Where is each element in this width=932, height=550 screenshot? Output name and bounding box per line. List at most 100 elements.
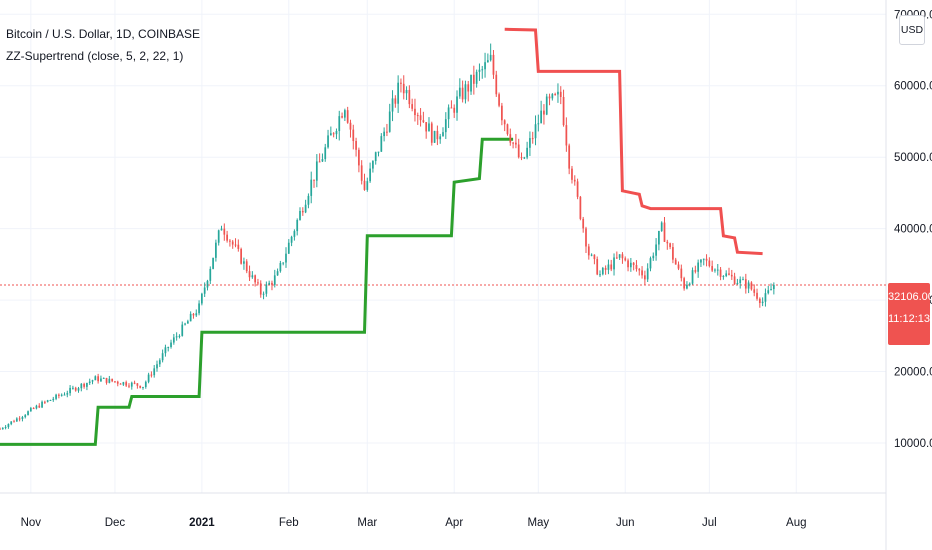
candle-up [212,257,214,269]
candle-down [355,141,357,150]
candle-up [310,179,313,196]
candle-up [725,273,728,276]
candle-up [195,313,198,316]
candle-down [363,180,366,190]
time-tick-label: Dec [105,517,126,529]
candle-down [733,276,736,285]
candle-up [767,290,770,294]
candle-down [234,244,237,246]
last-price-value: 32106.00 [888,291,932,303]
candle-down [32,408,35,410]
candle-up [537,123,540,125]
candle-up [338,116,341,132]
candle-up [764,293,767,302]
candle-down [271,282,273,285]
candle-up [27,411,29,416]
candle-down [565,125,568,146]
candle-up [35,405,38,409]
candle-up [366,181,369,190]
candle-up [279,263,282,272]
candle-up [29,408,32,412]
candle-up [167,346,170,348]
candle-up [613,257,615,270]
candle-down [554,94,557,96]
candle-down [512,142,514,144]
candle-up [21,417,24,419]
candle-up [156,364,158,369]
candle-up [739,279,742,283]
candle-down [498,94,500,106]
candle-up [439,136,442,140]
candle-up [209,268,212,281]
candle-down [125,382,128,386]
symbol-title[interactable]: Bitcoin / U.S. Dollar, 1D, COINBASE [6,27,201,41]
candle-down [119,383,122,385]
candle-down [756,292,758,299]
candle-down [450,107,453,109]
candle-up [315,161,318,181]
candle-up [161,353,164,361]
candle-down [136,383,139,386]
candle-up [686,284,688,289]
candle-up [534,124,537,139]
candle-up [551,94,554,99]
candle-down [559,91,562,97]
candle-down [663,222,666,242]
indicator-title[interactable]: ZZ-Supertrend (close, 5, 2, 22, 1) [6,49,184,63]
candle-up [276,271,279,276]
supertrend-down-line [504,27,763,256]
candle-down [610,264,613,270]
candle-up [321,159,324,162]
candle-down [411,104,414,109]
candle-up [652,255,655,259]
time-tick-label: Aug [786,517,806,529]
candle-up [164,347,167,354]
candle-down [461,87,464,100]
candle-down [677,264,680,269]
candle-down [587,246,590,256]
candle-down [644,275,646,280]
candle-up [688,283,691,285]
candle-down [576,181,579,197]
time-axis[interactable]: Nov Dec 2021 Feb Mar Apr May Jun Jul Aug [21,517,807,529]
candle-down [624,258,627,261]
candle-down [352,129,355,142]
candle-down [332,133,335,135]
price-axis[interactable]: 10000.0020000.0030000.0040000.0050000.00… [894,9,932,450]
candle-down [97,376,100,382]
currency-button[interactable]: USD [899,15,925,45]
candle-down [571,168,573,180]
candle-down [573,179,576,182]
candle-down [568,145,571,169]
candle-down [83,383,85,387]
candle-up [142,386,144,388]
candle-up [380,136,383,152]
candle-down [711,266,714,271]
candle-down [226,234,228,241]
candle-up [220,228,223,231]
candle-up [144,381,147,387]
candle-down [705,258,708,261]
candle-down [128,385,130,387]
candle-down [515,142,517,145]
candle-down [627,260,629,268]
candle-up [49,399,52,401]
candle-up [397,82,400,104]
candle-up [198,303,200,314]
candle-down [621,254,624,259]
candle-up [203,287,206,294]
candle-up [7,424,10,428]
candle-up [540,110,543,124]
candle-down [237,244,240,249]
candle-down [318,161,321,163]
candle-down [223,228,226,235]
candle-down [150,374,153,376]
candle-down [495,74,498,95]
candle-down [472,74,475,84]
candle-up [86,382,88,387]
candle-up [15,418,18,422]
candle-up [184,323,186,325]
candle-down [416,115,419,117]
candle-up [268,282,271,285]
